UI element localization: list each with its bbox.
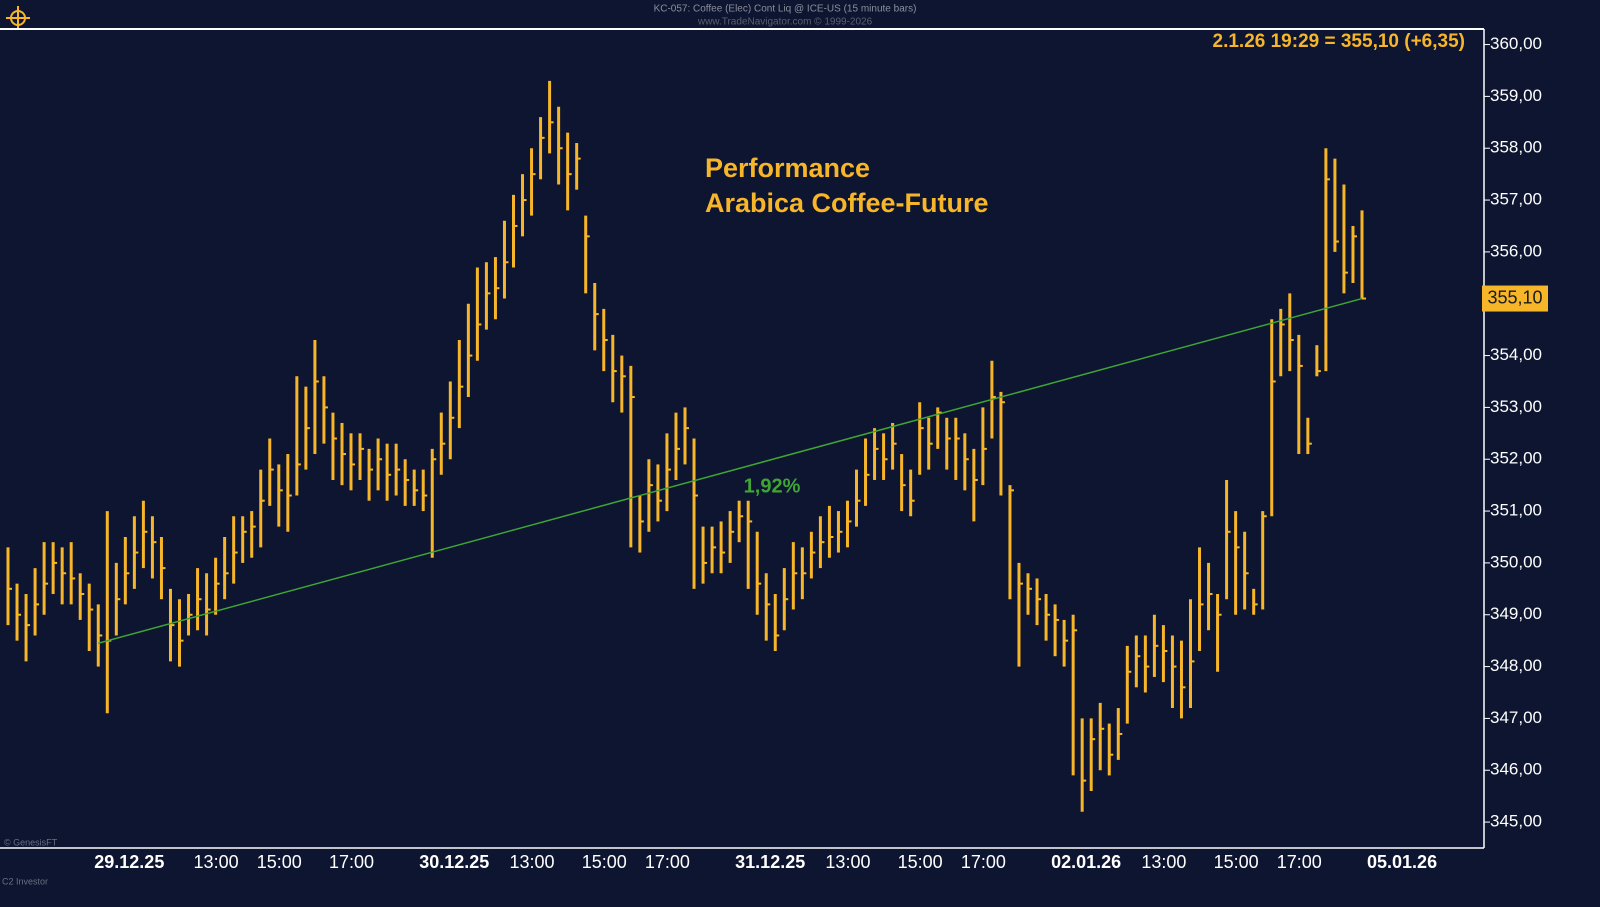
x-tick-label: 15:00 <box>257 852 302 872</box>
x-tick-label: 05.01.26 <box>1367 852 1437 872</box>
y-tick-label: 358,00 <box>1490 138 1542 157</box>
last-info: 2.1.26 19:29 = 355,10 (+6,35) <box>1213 31 1465 52</box>
x-tick-label: 31.12.25 <box>735 852 805 872</box>
x-tick-label: 17:00 <box>329 852 374 872</box>
x-tick-label: 13:00 <box>509 852 554 872</box>
y-tick-label: 352,00 <box>1490 449 1542 468</box>
subtitle: Arabica Coffee-Future <box>705 188 989 218</box>
header: KC-057: Coffee (Elec) Cont Liq @ ICE-US … <box>654 4 917 15</box>
y-tick-label: 349,00 <box>1490 604 1542 623</box>
x-tick-label: 13:00 <box>1141 852 1186 872</box>
y-tick-label: 354,00 <box>1490 345 1542 364</box>
y-tick-label: 345,00 <box>1490 812 1542 831</box>
y-tick-label: 348,00 <box>1490 656 1542 675</box>
source: www.TradeNavigator.com © 1999-2026 <box>697 17 873 28</box>
y-tick-label: 356,00 <box>1490 241 1542 260</box>
y-tick-label: 347,00 <box>1490 708 1542 727</box>
y-tick-label: 357,00 <box>1490 190 1542 209</box>
last-price-box <box>1482 285 1548 312</box>
x-tick-label: 13:00 <box>194 852 239 872</box>
performance-label: 1,92% <box>744 475 801 497</box>
x-tick-label: 17:00 <box>1277 852 1322 872</box>
x-tick-label: 15:00 <box>898 852 943 872</box>
x-tick-label: 29.12.25 <box>94 852 164 872</box>
title: Performance <box>705 153 870 183</box>
logo <box>6 6 30 30</box>
x-tick-label: 02.01.26 <box>1051 852 1121 872</box>
y-tick-label: 359,00 <box>1490 86 1542 105</box>
y-tick-label: 351,00 <box>1490 501 1542 520</box>
performance-line <box>98 297 1363 644</box>
y-tick-label: 360,00 <box>1490 34 1542 53</box>
x-tick-label: 13:00 <box>825 852 870 872</box>
y-tick-label: 350,00 <box>1490 552 1542 571</box>
footer-left2: C2 Investor <box>2 876 48 886</box>
x-tick-label: 15:00 <box>582 852 627 872</box>
y-tick-label: 353,00 <box>1490 397 1542 416</box>
x-tick-label: 15:00 <box>1214 852 1259 872</box>
y-tick-label: 346,00 <box>1490 760 1542 779</box>
x-tick-label: 30.12.25 <box>419 852 489 872</box>
footer-left: © GenesisFT <box>4 837 58 847</box>
x-tick-label: 17:00 <box>961 852 1006 872</box>
last-price-label: 355,10 <box>1487 287 1542 307</box>
x-tick-label: 17:00 <box>645 852 690 872</box>
